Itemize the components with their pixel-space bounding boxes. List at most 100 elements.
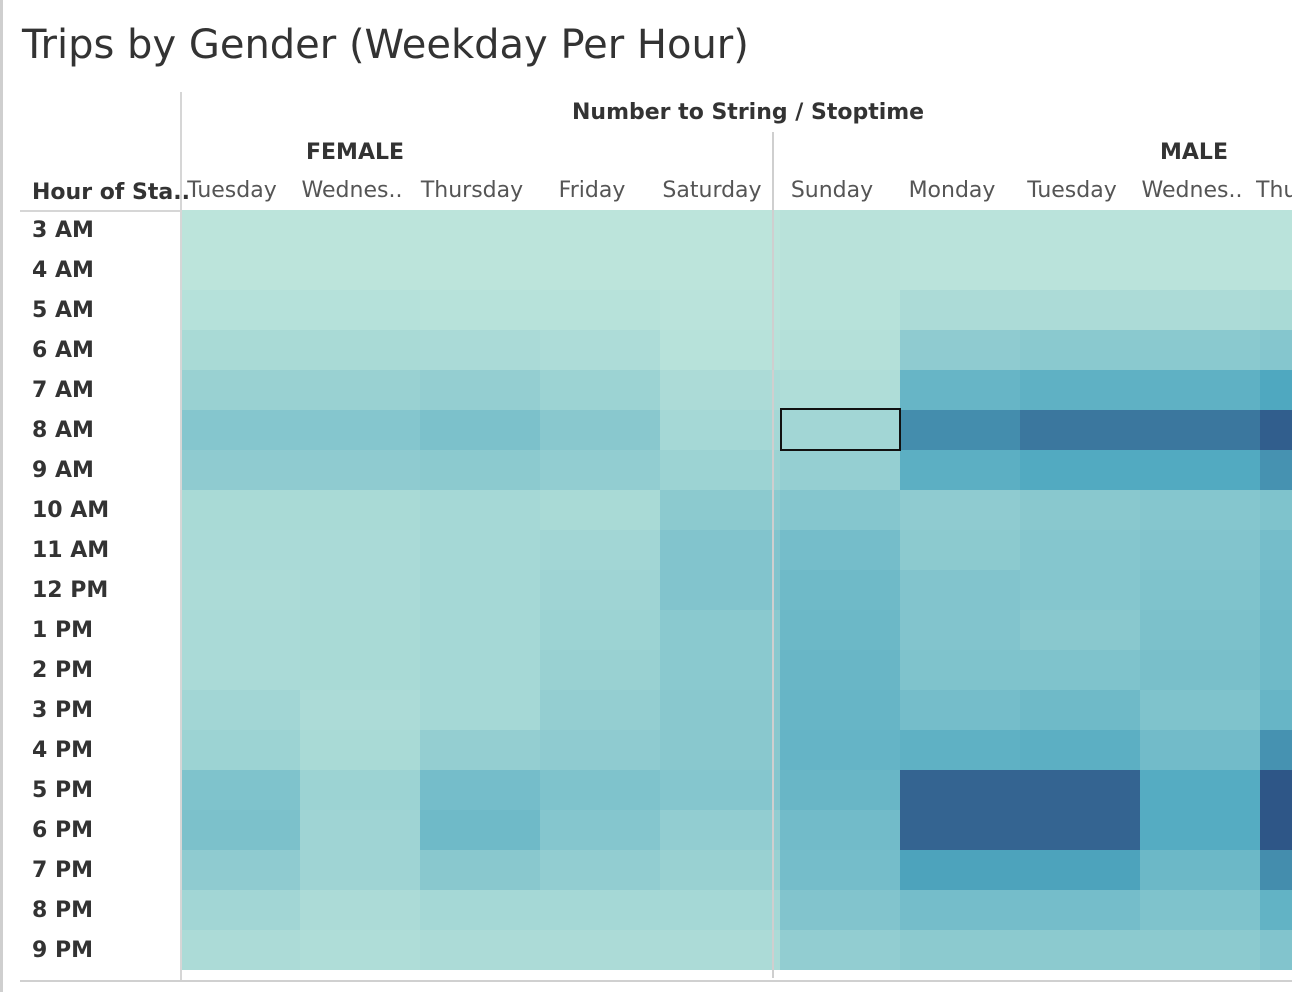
heatmap-cell-7-pm-male-tuesday[interactable] [1020, 850, 1140, 890]
heatmap-cell-4-pm-female-saturday[interactable] [660, 730, 780, 770]
heatmap-cell-6-am-male-thu[interactable] [1260, 330, 1292, 370]
heatmap-cell-6-am-male-wednes[interactable] [1140, 330, 1260, 370]
heatmap-cell-6-pm-female-tuesday[interactable] [180, 810, 300, 850]
heatmap-cell-3-am-female-tuesday[interactable] [180, 210, 300, 250]
heatmap-cell-3-am-female-thursday[interactable] [420, 210, 540, 250]
hour-label-10am[interactable]: 10 AM [32, 498, 110, 523]
heatmap-cell-9-am-female-wednes[interactable] [300, 450, 420, 490]
heatmap-cell-4-am-female-tuesday[interactable] [180, 250, 300, 290]
heatmap-cell-5-pm-male-wednes[interactable] [1140, 770, 1260, 810]
heatmap-cell-7-am-female-friday[interactable] [540, 370, 660, 410]
day-label-female-tuesday[interactable]: Tuesday [187, 178, 277, 203]
heatmap-cell-8-am-female-wednes[interactable] [300, 410, 420, 450]
heatmap-cell-5-pm-male-sunday[interactable] [780, 770, 900, 810]
heatmap-cell-5-pm-female-tuesday[interactable] [180, 770, 300, 810]
heatmap-cell-4-pm-female-wednes[interactable] [300, 730, 420, 770]
heatmap-cell-2-pm-male-wednes[interactable] [1140, 650, 1260, 690]
heatmap-cell-8-am-male-sunday[interactable] [780, 410, 900, 450]
heatmap-cell-1-pm-female-friday[interactable] [540, 610, 660, 650]
heatmap-cell-12-pm-male-monday[interactable] [900, 570, 1020, 610]
heatmap-cell-4-am-male-tuesday[interactable] [1020, 250, 1140, 290]
heatmap-cell-5-am-male-sunday[interactable] [780, 290, 900, 330]
heatmap-cell-6-am-female-friday[interactable] [540, 330, 660, 370]
heatmap-cell-1-pm-female-thursday[interactable] [420, 610, 540, 650]
heatmap-cell-2-pm-female-saturday[interactable] [660, 650, 780, 690]
heatmap-cell-9-am-male-monday[interactable] [900, 450, 1020, 490]
heatmap-cell-5-pm-female-wednes[interactable] [300, 770, 420, 810]
heatmap-cell-6-pm-male-wednes[interactable] [1140, 810, 1260, 850]
heatmap-cell-8-am-male-wednes[interactable] [1140, 410, 1260, 450]
heatmap-cell-12-pm-male-tuesday[interactable] [1020, 570, 1140, 610]
hour-label-7pm[interactable]: 7 PM [32, 858, 93, 883]
heatmap-cell-8-am-female-tuesday[interactable] [180, 410, 300, 450]
day-label-male-tuesday[interactable]: Tuesday [1027, 178, 1117, 203]
heatmap-cell-8-pm-male-thu[interactable] [1260, 890, 1292, 930]
heatmap-cell-4-pm-female-tuesday[interactable] [180, 730, 300, 770]
heatmap-cell-8-am-female-friday[interactable] [540, 410, 660, 450]
heatmap-cell-10-am-male-tuesday[interactable] [1020, 490, 1140, 530]
hour-label-4pm[interactable]: 4 PM [32, 738, 93, 763]
heatmap-cell-6-pm-male-sunday[interactable] [780, 810, 900, 850]
heatmap-cell-8-pm-female-friday[interactable] [540, 890, 660, 930]
heatmap-cell-6-am-male-sunday[interactable] [780, 330, 900, 370]
heatmap-cell-3-pm-female-friday[interactable] [540, 690, 660, 730]
heatmap-cell-11-am-female-saturday[interactable] [660, 530, 780, 570]
day-label-female-friday[interactable]: Friday [558, 178, 626, 203]
heatmap-cell-10-am-female-tuesday[interactable] [180, 490, 300, 530]
heatmap-cell-7-pm-male-monday[interactable] [900, 850, 1020, 890]
heatmap-cell-3-pm-female-wednes[interactable] [300, 690, 420, 730]
heatmap-cell-8-pm-female-wednes[interactable] [300, 890, 420, 930]
heatmap-cell-12-pm-male-sunday[interactable] [780, 570, 900, 610]
hour-label-9pm[interactable]: 9 PM [32, 938, 93, 963]
heatmap-cell-5-pm-male-tuesday[interactable] [1020, 770, 1140, 810]
heatmap-cell-10-am-female-wednes[interactable] [300, 490, 420, 530]
heatmap-cell-2-pm-male-sunday[interactable] [780, 650, 900, 690]
heatmap-cell-5-am-male-tuesday[interactable] [1020, 290, 1140, 330]
heatmap-cell-8-pm-female-tuesday[interactable] [180, 890, 300, 930]
heatmap-cell-8-am-male-thu[interactable] [1260, 410, 1292, 450]
heatmap-cell-11-am-male-tuesday[interactable] [1020, 530, 1140, 570]
heatmap-cell-6-pm-male-thu[interactable] [1260, 810, 1292, 850]
heatmap-cell-5-pm-male-thu[interactable] [1260, 770, 1292, 810]
heatmap-cell-1-pm-female-wednes[interactable] [300, 610, 420, 650]
heatmap-cell-7-am-female-tuesday[interactable] [180, 370, 300, 410]
group-label-female[interactable]: FEMALE [306, 140, 405, 165]
heatmap-cell-5-am-male-thu[interactable] [1260, 290, 1292, 330]
heatmap-cell-2-pm-male-monday[interactable] [900, 650, 1020, 690]
heatmap-cell-6-am-female-wednes[interactable] [300, 330, 420, 370]
heatmap-cell-2-pm-female-thursday[interactable] [420, 650, 540, 690]
heatmap-cell-6-am-female-tuesday[interactable] [180, 330, 300, 370]
heatmap-cell-9-pm-male-wednes[interactable] [1140, 930, 1260, 970]
heatmap-cell-7-pm-female-saturday[interactable] [660, 850, 780, 890]
heatmap-cell-9-am-female-friday[interactable] [540, 450, 660, 490]
day-label-female-saturday[interactable]: Saturday [662, 178, 762, 203]
heatmap-cell-4-am-female-saturday[interactable] [660, 250, 780, 290]
heatmap-cell-4-am-female-friday[interactable] [540, 250, 660, 290]
day-label-male-wednesday[interactable]: Wednes.. [1141, 178, 1243, 203]
heatmap-cell-6-am-female-thursday[interactable] [420, 330, 540, 370]
heatmap-cell-3-am-female-wednes[interactable] [300, 210, 420, 250]
heatmap-cell-8-am-female-saturday[interactable] [660, 410, 780, 450]
heatmap-cell-8-pm-male-sunday[interactable] [780, 890, 900, 930]
heatmap-cell-1-pm-female-saturday[interactable] [660, 610, 780, 650]
heatmap-cell-12-pm-female-wednes[interactable] [300, 570, 420, 610]
heatmap-cell-2-pm-female-tuesday[interactable] [180, 650, 300, 690]
heatmap-cell-7-pm-female-thursday[interactable] [420, 850, 540, 890]
heatmap-cell-9-pm-female-thursday[interactable] [420, 930, 540, 970]
heatmap-cell-11-am-male-monday[interactable] [900, 530, 1020, 570]
heatmap-cell-3-pm-male-tuesday[interactable] [1020, 690, 1140, 730]
heatmap-cell-4-pm-male-thu[interactable] [1260, 730, 1292, 770]
hour-label-7am[interactable]: 7 AM [32, 378, 94, 403]
heatmap-cell-3-pm-male-wednes[interactable] [1140, 690, 1260, 730]
heatmap-cell-9-pm-male-sunday[interactable] [780, 930, 900, 970]
heatmap-cell-3-am-male-wednes[interactable] [1140, 210, 1260, 250]
heatmap-cell-7-am-female-saturday[interactable] [660, 370, 780, 410]
heatmap-cell-5-pm-male-monday[interactable] [900, 770, 1020, 810]
hour-label-3pm[interactable]: 3 PM [32, 698, 93, 723]
heatmap-cell-3-am-male-tuesday[interactable] [1020, 210, 1140, 250]
heatmap-cell-9-am-male-sunday[interactable] [780, 450, 900, 490]
heatmap-cell-9-am-female-tuesday[interactable] [180, 450, 300, 490]
hour-label-6am[interactable]: 6 AM [32, 338, 94, 363]
heatmap-cell-1-pm-male-tuesday[interactable] [1020, 610, 1140, 650]
